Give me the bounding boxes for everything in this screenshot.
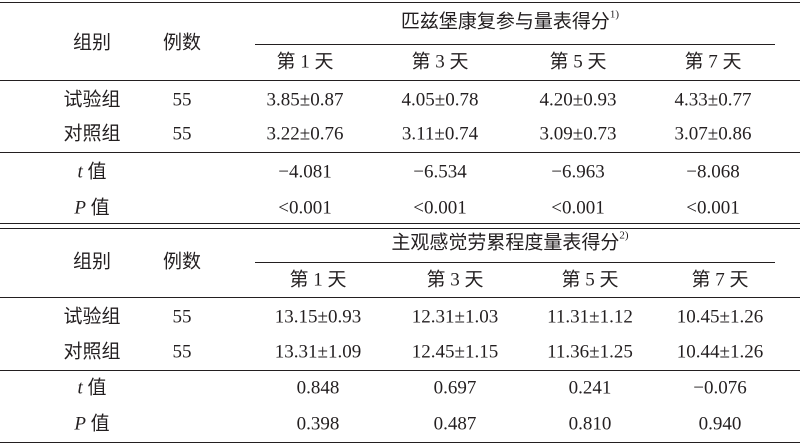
rule (0, 80, 800, 81)
stat-symbol: t (77, 161, 83, 183)
day-header: 第 3 天 (426, 269, 484, 291)
cell: −6.534 (413, 161, 467, 183)
rule (0, 152, 800, 153)
rule (0, 370, 800, 371)
rule (0, 297, 800, 298)
day-header: 第 7 天 (691, 269, 749, 291)
stat-suffix: 值 (90, 413, 110, 435)
cell: 12.31±1.03 (411, 306, 499, 328)
spanning-header: 匹兹堡康复参与量表得分1) (400, 9, 619, 33)
stat-symbol: t (77, 377, 83, 399)
stat-symbol: P (74, 413, 86, 435)
cell: <0.001 (551, 197, 605, 219)
stat-label: P 值 (74, 415, 109, 434)
stat-suffix: 值 (87, 161, 107, 183)
group-label: 试验组 (63, 89, 121, 111)
rule (0, 442, 800, 443)
cell: 4.33±0.77 (674, 89, 752, 111)
cell: 11.31±1.12 (547, 306, 633, 328)
cell: <0.001 (686, 197, 740, 219)
cell: 10.44±1.26 (676, 341, 764, 363)
column-header: 组别 (72, 251, 112, 273)
cell: 0.810 (568, 413, 612, 435)
day-header: 第 7 天 (684, 51, 742, 73)
cell: 4.05±0.78 (401, 89, 479, 111)
footnote-mark: 1) (609, 8, 620, 21)
day-header: 第 5 天 (549, 51, 607, 73)
day-header: 第 1 天 (289, 269, 347, 291)
cell: 4.20±0.93 (539, 89, 617, 111)
cell: <0.001 (413, 197, 467, 219)
day-header: 第 1 天 (276, 51, 334, 73)
rule (0, 2, 800, 3)
cell: 3.11±0.74 (401, 123, 479, 145)
stat-label: P 值 (74, 199, 109, 218)
stat-suffix: 值 (90, 197, 110, 219)
cell: −4.081 (278, 161, 332, 183)
cell: −6.963 (551, 161, 605, 183)
column-header: 例数 (162, 32, 202, 54)
cell: 0.848 (296, 377, 340, 399)
count: 55 (172, 89, 192, 111)
day-header: 第 5 天 (561, 269, 619, 291)
count: 55 (172, 341, 192, 363)
rule (255, 44, 775, 45)
cell: 3.85±0.87 (266, 89, 344, 111)
column-header: 组别 (72, 32, 112, 54)
footnote-mark: 2) (619, 229, 629, 242)
rule (0, 228, 800, 229)
stat-label: t 值 (77, 379, 106, 398)
cell: 3.07±0.86 (674, 123, 752, 145)
header-title: 主观感觉劳累程度量表得分 (391, 232, 620, 254)
cell: <0.001 (278, 197, 332, 219)
count: 55 (172, 306, 192, 328)
stat-symbol: P (74, 197, 86, 219)
cell: 0.940 (698, 413, 742, 435)
cell: 3.22±0.76 (266, 123, 344, 145)
stat-suffix: 值 (87, 377, 107, 399)
cell: 13.31±1.09 (274, 341, 362, 363)
group-label: 对照组 (63, 123, 121, 145)
cell: 0.487 (433, 413, 477, 435)
group-label: 对照组 (63, 341, 121, 363)
spanning-header: 主观感觉劳累程度量表得分2) (391, 230, 628, 254)
cell: −0.076 (693, 377, 747, 399)
cell: 0.241 (568, 377, 612, 399)
group-label: 试验组 (63, 306, 121, 328)
rule (255, 262, 775, 263)
cell: 3.09±0.73 (539, 123, 617, 145)
column-header: 例数 (162, 251, 202, 273)
cell: 10.45±1.26 (676, 306, 764, 328)
cell: 0.697 (433, 377, 477, 399)
cell: 11.36±1.25 (547, 341, 633, 363)
stat-label: t 值 (77, 163, 106, 182)
cell: 0.398 (296, 413, 340, 435)
cell: 12.45±1.15 (411, 341, 499, 363)
header-title: 匹兹堡康复参与量表得分 (400, 11, 610, 33)
day-header: 第 3 天 (411, 51, 469, 73)
rule (0, 223, 800, 224)
cell: −8.068 (686, 161, 740, 183)
cell: 13.15±0.93 (274, 306, 362, 328)
count: 55 (172, 123, 192, 145)
